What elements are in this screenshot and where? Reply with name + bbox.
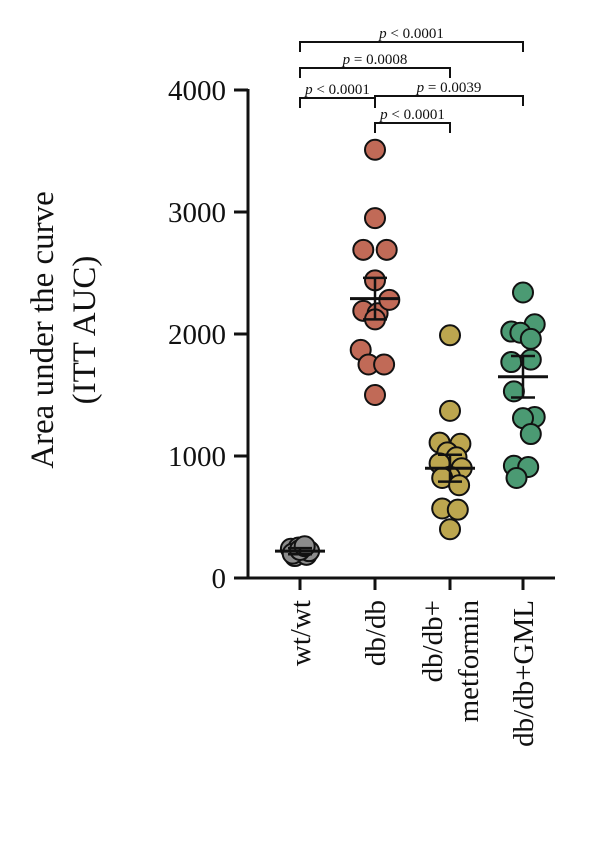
y-tick-label: 4000 [168,75,226,107]
data-point [352,238,375,261]
data-point [512,281,534,304]
data-point [373,353,396,376]
data-point [446,498,469,521]
x-category-label: wt/wt [285,600,317,666]
data-points [279,138,546,568]
y-axis-title-line: (ITT AUC) [67,256,103,405]
y-axis-title: Area under the curve (ITT AUC) [25,191,103,469]
x-category-label: metformin [453,600,485,723]
data-point [519,348,542,371]
significance-bracket [299,41,524,52]
data-point [439,518,461,541]
p-value-label: p = 0.0008 [342,52,408,68]
p-value-label: p < 0.0001 [304,82,370,98]
data-point [439,324,461,347]
data-point [364,384,386,406]
x-category-label: db/db [360,600,392,666]
x-category-label: db/db+ [417,600,449,682]
p-value-label: p = 0.0039 [416,80,482,96]
y-axis-title-line: Area under the curve [25,191,61,469]
data-point [519,423,542,446]
x-axis-categories: wt/wt db/db db/db+ metformin db/db+GML [285,578,540,747]
significance-annotations: p < 0.0001 p = 0.0008 p < 0.0001 p = 0.0039… [299,26,524,133]
significance-bracket [299,67,451,78]
y-axis-ticks: 0 1000 2000 3000 4000 [168,75,248,595]
x-category-label: db/db+GML [508,600,540,747]
p-value-label: p < 0.0001 [378,26,444,42]
significance-bracket [374,122,451,133]
data-point [364,207,386,230]
y-tick-label: 3000 [168,197,226,229]
significance-bracket [299,97,376,108]
y-tick-label: 0 [212,563,227,595]
data-point [505,466,528,489]
data-point [375,238,398,261]
significance-bracket [374,95,524,106]
p-value-label: p < 0.0001 [379,107,445,123]
y-tick-label: 2000 [168,319,226,351]
mean-sem-bars [275,276,548,556]
data-point [519,327,542,350]
data-point [364,138,386,161]
data-point [439,399,461,422]
data-point [448,474,471,497]
y-tick-label: 1000 [168,441,226,473]
